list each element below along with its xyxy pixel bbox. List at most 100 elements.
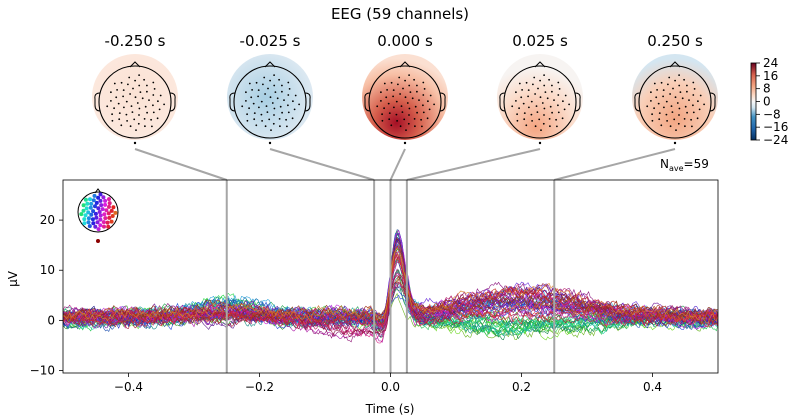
sensor-dot: [546, 97, 549, 100]
sensor-dot: [673, 118, 676, 121]
sensor-dot: [396, 120, 398, 122]
sensor-dot: [558, 88, 561, 90]
nose: [669, 61, 681, 68]
sensor-dot: [255, 124, 258, 127]
sensor-dot: [138, 107, 141, 110]
sensor-dot: [267, 87, 269, 90]
sensor-dot: [152, 104, 154, 107]
sensor-dot: [551, 90, 553, 93]
head-outline: [233, 65, 307, 139]
sensor-dot: [564, 94, 567, 97]
sensor-dot: [676, 102, 679, 104]
sensor-dot: [253, 112, 256, 114]
sensor-dot: [399, 93, 401, 95]
sensor-dot: [403, 141, 407, 145]
sensor-dot: [133, 118, 136, 121]
legend-sensor: [111, 205, 116, 210]
sensor-dot: [134, 79, 137, 82]
sensor-dot: [294, 94, 297, 97]
sensor-dot: [279, 125, 281, 128]
y-axis-label: µV: [6, 270, 20, 287]
sensor-dot: [263, 76, 266, 79]
sensor-dot: [691, 125, 693, 128]
legend-sensor: [91, 198, 96, 203]
legend-sensor: [95, 220, 100, 225]
legend-sensor: [106, 224, 111, 229]
nose: [399, 61, 411, 68]
sensor-dot: [266, 111, 269, 113]
left-ear: [229, 92, 236, 112]
colorbar-tick-label: −16: [763, 120, 788, 134]
sensor-dot: [692, 111, 695, 114]
sensor-dot: [402, 87, 404, 90]
legend-sensor: [102, 212, 107, 217]
sensor-dot: [120, 81, 123, 84]
legend-sensor: [99, 203, 104, 208]
sensor-dot: [674, 96, 677, 99]
sensor-dot: [515, 91, 517, 94]
sensor-dot: [125, 113, 128, 116]
sensor-dot: [397, 83, 399, 86]
x-tick-label: 0.0: [381, 380, 400, 394]
sensor-dot: [143, 118, 146, 120]
sensor-dot: [409, 91, 412, 93]
sensor-dot: [421, 125, 423, 128]
topomaps: -0.250 s -0.025 s 0.000 s 0.025 s 0.250 s: [92, 32, 718, 145]
legend-sensor: [96, 206, 101, 211]
left-ear: [94, 92, 101, 112]
legend-sensor: [113, 210, 118, 215]
nave-label: Nave=59: [660, 157, 709, 173]
sensor-dot: [675, 129, 677, 132]
sensor-dot: [697, 100, 699, 103]
legend-sensor: [81, 208, 86, 213]
sensor-dot: [246, 119, 249, 122]
sensor-dot: [418, 99, 420, 101]
sensor-dot: [126, 120, 128, 122]
topomap-connector: [269, 148, 375, 181]
sensor-dot: [392, 95, 394, 98]
sensor-dot: [539, 96, 542, 99]
sensor-dot: [678, 107, 681, 110]
sensor-dot: [692, 104, 694, 107]
sensor-dot: [381, 113, 383, 116]
sensor-dot: [650, 100, 652, 102]
sensor-dot: [669, 125, 672, 128]
sensor-dot: [392, 89, 395, 91]
sensor-dot: [533, 76, 536, 79]
sensor-dot: [531, 120, 533, 122]
legend-sensor: [106, 211, 111, 216]
sensor-dot: [692, 94, 695, 96]
sensor-dot: [390, 124, 393, 127]
sensor-dot: [406, 102, 409, 104]
sensor-dot: [276, 97, 279, 100]
sensor-dot: [131, 111, 134, 113]
sensor-dot: [158, 108, 161, 111]
sensor-dot: [148, 99, 150, 101]
sensor-dot: [245, 100, 247, 102]
nose: [129, 61, 141, 68]
colorbar-tick-label: −24: [763, 133, 788, 147]
sensor-dot: [390, 81, 393, 84]
legend-sensor: [97, 210, 102, 214]
legend-sensor: [85, 201, 90, 206]
sensor-dot: [291, 117, 294, 120]
legend-sensor: [91, 209, 96, 214]
sensor-dot: [416, 84, 418, 87]
sensor-dot: [270, 129, 272, 132]
sensor-dot: [400, 105, 403, 107]
sensor-dot: [115, 96, 118, 99]
legend-sensor: [109, 208, 114, 213]
sensor-dot: [665, 113, 668, 116]
right-ear: [709, 92, 716, 112]
sensor-dot: [388, 112, 391, 114]
sensor-dot: [388, 118, 391, 121]
sensor-dot: [116, 89, 118, 91]
sensor-dot: [257, 89, 260, 91]
sensor-dot: [660, 124, 663, 127]
topomap-connector: [406, 148, 541, 181]
topomap: -0.025 s: [227, 32, 313, 145]
sensor-dot: [255, 81, 258, 84]
topomap-connectors: [134, 148, 676, 181]
legend-sensor: [104, 208, 109, 213]
